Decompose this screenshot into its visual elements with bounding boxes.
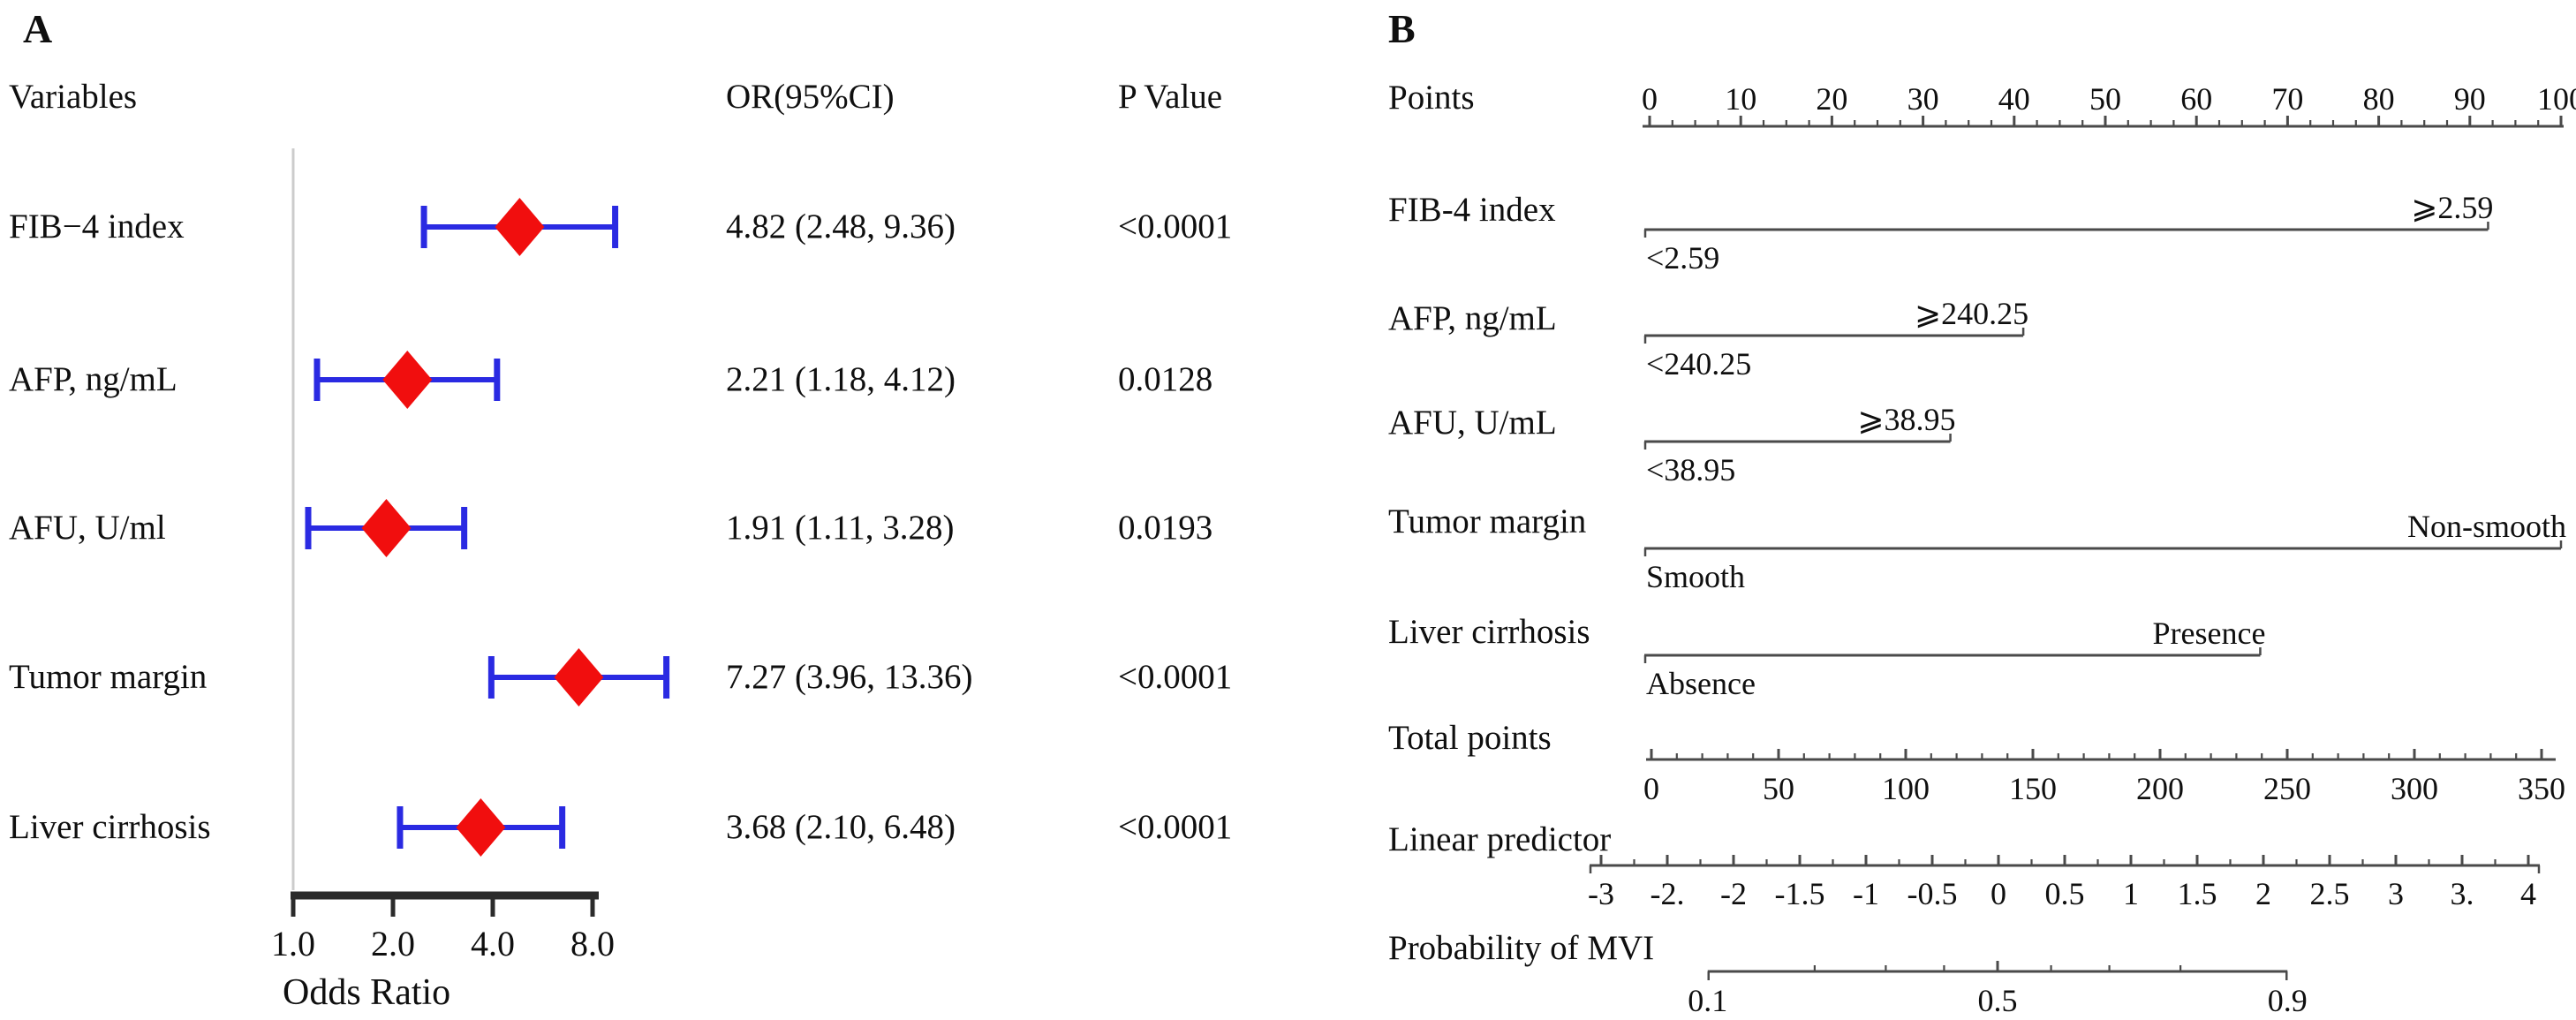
total-points-tick-label: 300 — [2391, 771, 2438, 806]
linear-predictor-tick-label: -3 — [1588, 876, 1614, 911]
or-ci-value: 7.27 (3.96, 13.36) — [726, 658, 973, 696]
row-label-tumor: Tumor margin — [9, 658, 208, 696]
p-value: 0.0128 — [1118, 360, 1213, 398]
linear-predictor-tick-label: 3. — [2451, 876, 2474, 911]
p-value: <0.0001 — [1118, 658, 1233, 696]
linear-predictor-tick-label: 1.5 — [2178, 876, 2217, 911]
variable-lower-category-label: Smooth — [1646, 559, 1745, 594]
probability-tick-label: 0.1 — [1688, 983, 1727, 1018]
column-header-p-value: P Value — [1118, 78, 1223, 116]
panel-a-label: A — [23, 6, 53, 51]
column-header-or-ci: OR(95%CI) — [726, 78, 895, 116]
axis-label-points: Points — [1388, 79, 1475, 117]
or-axis-tick-label: 1.0 — [271, 924, 315, 963]
axis-label-fib4: FIB-4 index — [1388, 191, 1556, 229]
axis-label-linear-predictor: Linear predictor — [1388, 820, 1612, 858]
p-value: <0.0001 — [1118, 208, 1233, 246]
axis-label-liver-cirrhosis: Liver cirrhosis — [1388, 613, 1590, 651]
diamond-marker — [456, 798, 506, 857]
or-axis-title: Odds Ratio — [283, 972, 451, 1013]
points-axis-tick-label: 70 — [2271, 81, 2303, 117]
axis-label-total-points: Total points — [1388, 719, 1552, 757]
axis-label-afu: AFU, U/mL — [1388, 404, 1557, 442]
points-axis-tick-label: 30 — [1907, 81, 1939, 117]
total-points-tick-label: 50 — [1763, 771, 1794, 806]
linear-predictor-tick-label: -2 — [1720, 876, 1747, 911]
variable-upper-category-label: Non-smooth — [2407, 509, 2566, 544]
linear-predictor-tick-label: 1 — [2123, 876, 2139, 911]
total-points-tick-label: 150 — [2009, 771, 2057, 806]
or-ci-value: 1.91 (1.11, 3.28) — [726, 509, 955, 547]
points-axis-tick-label: 100 — [2537, 81, 2576, 117]
total-points-tick-label: 0 — [1643, 771, 1659, 806]
total-points-tick-label: 200 — [2136, 771, 2184, 806]
linear-predictor-tick-label: 2.5 — [2310, 876, 2350, 911]
linear-predictor-tick-label: 2 — [2255, 876, 2271, 911]
or-axis-tick-label: 8.0 — [570, 924, 615, 963]
diamond-marker — [495, 198, 545, 256]
or-axis-tick-label: 2.0 — [371, 924, 415, 963]
points-axis-tick-label: 10 — [1725, 81, 1756, 117]
axis-label-tumor-margin: Tumor margin — [1388, 502, 1587, 540]
or-ci-value: 4.82 (2.48, 9.36) — [726, 208, 956, 246]
column-header-variables: Variables — [9, 78, 138, 116]
points-axis-tick-label: 90 — [2454, 81, 2486, 117]
variable-lower-category-label: <2.59 — [1646, 240, 1719, 276]
linear-predictor-tick-label: 3 — [2388, 876, 2404, 911]
row-label-fib4: FIB−4 index — [9, 208, 185, 246]
p-value: 0.0193 — [1118, 509, 1213, 547]
points-axis-tick-label: 80 — [2363, 81, 2395, 117]
variable-lower-category-label: <240.25 — [1646, 346, 1751, 382]
variable-upper-category-label: Presence — [2153, 616, 2266, 651]
total-points-tick-label: 250 — [2263, 771, 2311, 806]
p-value: <0.0001 — [1118, 808, 1233, 846]
variable-upper-category-label: ⩾2.59 — [2411, 190, 2493, 225]
variable-upper-category-label: ⩾240.25 — [1915, 296, 2028, 331]
linear-predictor-tick-label: -1.5 — [1775, 876, 1825, 911]
linear-predictor-tick-label: 4 — [2520, 876, 2536, 911]
points-axis-tick-label: 40 — [1998, 81, 2030, 117]
linear-predictor-tick-label: -1 — [1853, 876, 1879, 911]
points-axis-tick-label: 20 — [1816, 81, 1847, 117]
axis-label-probability-mvi: Probability of MVI — [1388, 929, 1655, 967]
probability-tick-label: 0.9 — [2268, 983, 2308, 1018]
diamond-marker — [361, 499, 412, 557]
diamond-marker — [554, 648, 604, 706]
or-ci-value: 2.21 (1.18, 4.12) — [726, 360, 956, 398]
probability-tick-label: 0.5 — [1978, 983, 2018, 1018]
points-axis-tick-label: 60 — [2180, 81, 2212, 117]
row-label-afp: AFP, ng/mL — [9, 360, 178, 398]
linear-predictor-tick-label: -2. — [1651, 876, 1685, 911]
total-points-tick-label: 100 — [1882, 771, 1930, 806]
variable-upper-category-label: ⩾38.95 — [1857, 402, 1955, 437]
points-axis-tick-label: 50 — [2089, 81, 2121, 117]
panel-b-label: B — [1388, 6, 1416, 51]
or-ci-value: 3.68 (2.10, 6.48) — [726, 808, 956, 846]
row-label-cirrhosis: Liver cirrhosis — [9, 808, 211, 846]
variable-lower-category-label: Absence — [1646, 666, 1756, 701]
linear-predictor-tick-label: 0 — [1991, 876, 2006, 911]
or-axis-tick-label: 4.0 — [471, 924, 515, 963]
variable-lower-category-label: <38.95 — [1646, 452, 1735, 487]
row-label-afu: AFU, U/ml — [9, 509, 166, 547]
linear-predictor-tick-label: 0.5 — [2045, 876, 2085, 911]
diamond-marker — [382, 351, 433, 409]
axis-label-afp: AFP, ng/mL — [1388, 299, 1557, 337]
total-points-tick-label: 350 — [2518, 771, 2565, 806]
linear-predictor-tick-label: -0.5 — [1907, 876, 1958, 911]
points-axis-tick-label: 0 — [1642, 81, 1658, 117]
